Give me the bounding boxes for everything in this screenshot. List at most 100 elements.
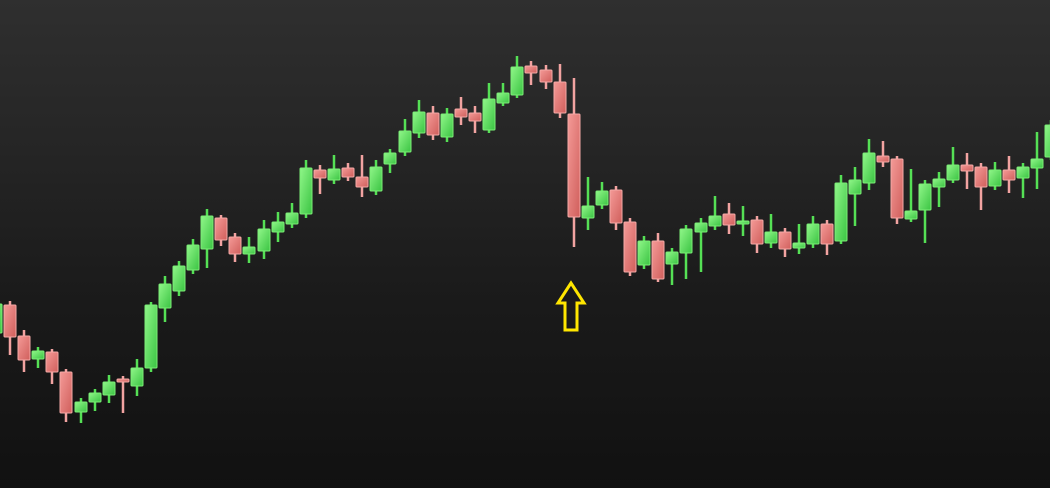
candle-up <box>299 160 313 218</box>
candle-up <box>834 175 848 244</box>
candle-down <box>116 376 130 413</box>
candle-body <box>369 166 383 192</box>
candle-down <box>59 369 73 422</box>
up-arrow-icon[interactable] <box>555 280 587 332</box>
candle-body <box>1044 124 1050 158</box>
candle-body <box>144 304 158 369</box>
candle-up <box>144 302 158 372</box>
candle-body <box>341 167 355 178</box>
candle-up <box>482 83 496 133</box>
candle-body <box>553 81 567 114</box>
candle-up <box>88 389 102 411</box>
candle-down <box>468 106 482 133</box>
candle-body <box>440 113 454 138</box>
candle-body <box>567 113 581 218</box>
candle-body <box>988 169 1002 187</box>
candle-up <box>1016 163 1030 198</box>
candles-layer <box>0 56 1050 423</box>
candle-body <box>0 303 3 334</box>
candle-body <box>242 246 256 255</box>
candle-up <box>581 177 595 230</box>
candle-up <box>102 375 116 403</box>
candle-up <box>932 172 946 207</box>
candle-body <box>214 217 228 241</box>
candle-body <box>426 112 440 136</box>
candle-up <box>637 236 651 269</box>
candle-down <box>45 349 59 384</box>
candle-body <box>890 158 904 219</box>
candle-body <box>45 351 59 373</box>
candle-down <box>778 228 792 257</box>
candle-body <box>496 92 510 104</box>
candle-down <box>750 216 764 253</box>
candle-down <box>820 220 834 255</box>
candle-up <box>806 216 820 248</box>
candle-up <box>398 119 412 156</box>
candle-up <box>200 209 214 268</box>
candle-body <box>102 381 116 396</box>
candle-body <box>1030 158 1044 169</box>
candle-up <box>440 108 454 142</box>
candle-body <box>88 392 102 403</box>
candle-body <box>257 228 271 252</box>
candle-body <box>130 367 144 387</box>
candle-body <box>228 236 242 255</box>
candle-down <box>454 97 468 125</box>
candle-body <box>736 220 750 225</box>
candle-body <box>31 350 45 360</box>
candle-body <box>3 304 17 338</box>
candle-up <box>708 196 722 230</box>
candle-body <box>383 152 397 165</box>
candle-body <box>778 231 792 250</box>
candle-down <box>1002 156 1016 193</box>
candle-up <box>412 100 426 138</box>
candle-up <box>285 203 299 228</box>
candle-body <box>116 378 130 383</box>
candle-body <box>327 168 341 181</box>
candle-body <box>764 231 778 244</box>
candle-up <box>988 162 1002 190</box>
candle-up <box>848 167 862 226</box>
candle-down <box>341 163 355 181</box>
candle-body <box>482 98 496 131</box>
candle-up <box>510 56 524 98</box>
candle-up <box>665 248 679 285</box>
candle-up <box>694 218 708 272</box>
candle-up <box>764 214 778 248</box>
candle-body <box>904 210 918 220</box>
candle-body <box>412 111 426 134</box>
candle-down <box>355 155 369 197</box>
candle-up <box>496 83 510 106</box>
candle-body <box>468 112 482 122</box>
candle-body <box>581 205 595 219</box>
candle-up <box>792 224 806 254</box>
candle-body <box>806 223 820 245</box>
candle-body <box>539 69 553 83</box>
candle-body <box>524 65 538 74</box>
candle-body <box>1002 169 1016 181</box>
candle-body <box>595 190 609 206</box>
candle-up <box>918 180 932 243</box>
candle-down <box>214 215 228 246</box>
candle-up <box>946 147 960 183</box>
candle-body <box>792 242 806 249</box>
candle-body <box>313 169 327 179</box>
candle-body <box>932 178 946 188</box>
candle-body <box>200 215 214 250</box>
candle-down <box>974 163 988 210</box>
candle-down <box>651 233 665 282</box>
candle-body <box>694 222 708 233</box>
candle-body <box>876 155 890 163</box>
candle-down <box>313 165 327 194</box>
candle-body <box>1016 166 1030 179</box>
annotation-layer <box>555 280 587 332</box>
candle-up <box>242 237 256 263</box>
candle-body <box>918 183 932 211</box>
candle-up <box>130 359 144 396</box>
candle-up <box>31 347 45 368</box>
candle-up <box>172 261 186 296</box>
candle-body <box>186 244 200 271</box>
candle-body <box>510 66 524 96</box>
candle-body <box>834 182 848 242</box>
